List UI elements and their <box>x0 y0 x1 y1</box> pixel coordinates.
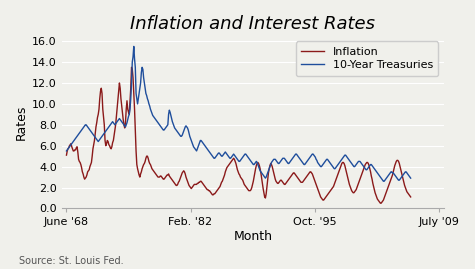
10-Year Treasuries <box>380 180 386 183</box>
Legend: Inflation, 10-Year Treasuries: Inflation, 10-Year Treasuries <box>296 41 438 76</box>
10-Year Treasuries <box>245 155 251 159</box>
Title: Inflation and Interest Rates: Inflation and Interest Rates <box>130 15 375 33</box>
10-Year Treasuries <box>239 157 245 160</box>
Inflation <box>355 184 361 187</box>
Line: 10-Year Treasuries: 10-Year Treasuries <box>66 46 411 181</box>
Inflation <box>378 201 383 205</box>
Inflation <box>239 178 245 181</box>
10-Year Treasuries <box>408 176 414 180</box>
10-Year Treasuries <box>372 168 378 171</box>
Inflation <box>233 162 239 165</box>
Inflation <box>245 188 251 191</box>
Text: Source: St. Louis Fed.: Source: St. Louis Fed. <box>19 256 124 266</box>
10-Year Treasuries <box>64 149 69 153</box>
Inflation <box>372 191 378 194</box>
Inflation <box>129 66 134 69</box>
Inflation <box>408 195 414 199</box>
10-Year Treasuries <box>233 155 239 159</box>
Line: Inflation: Inflation <box>66 67 411 203</box>
10-Year Treasuries <box>131 45 137 48</box>
Y-axis label: Rates: Rates <box>15 104 28 140</box>
Inflation <box>64 154 69 157</box>
X-axis label: Month: Month <box>233 230 272 243</box>
Inflation <box>216 187 221 190</box>
10-Year Treasuries <box>355 161 361 164</box>
10-Year Treasuries <box>216 151 221 155</box>
